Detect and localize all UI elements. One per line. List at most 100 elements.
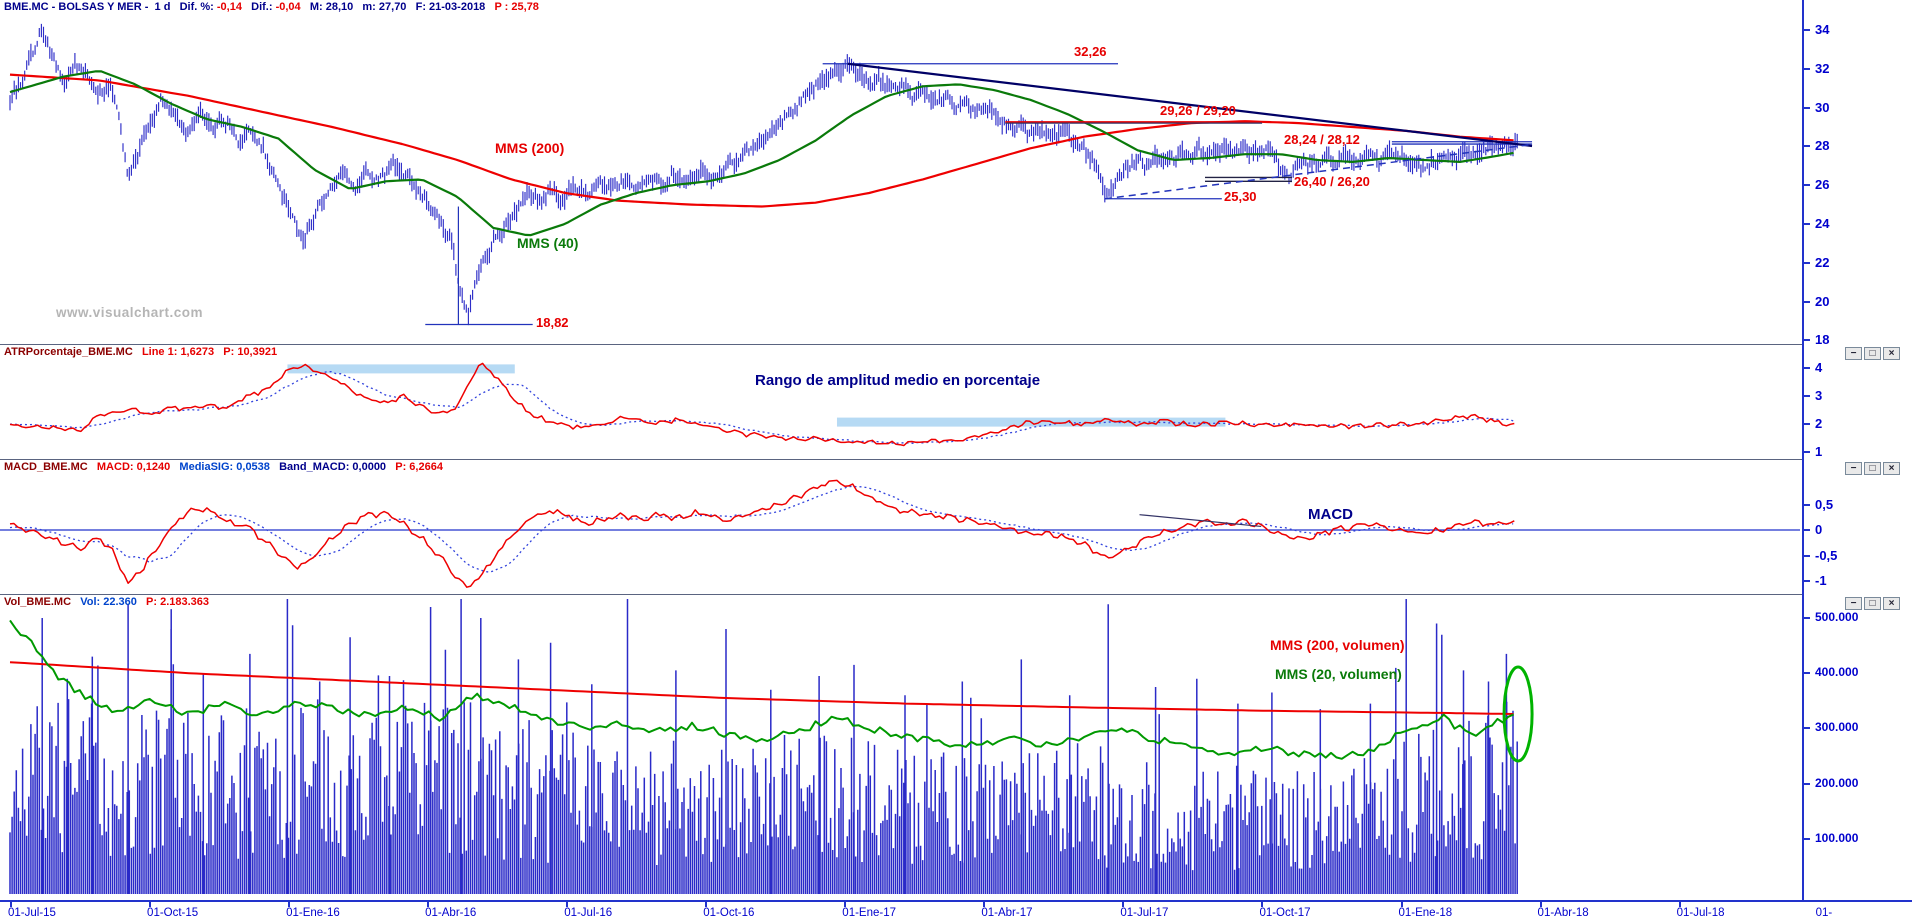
y-axis-tick bbox=[1804, 423, 1810, 425]
mms40-label: MMS (40) bbox=[517, 235, 579, 251]
header-segment: MACD: 0,1240 bbox=[96, 461, 180, 473]
price-header: BME.MC - BOLSAS Y MER - 1 d Dif. %: -0,1… bbox=[4, 1, 539, 13]
y-axis-label: 34 bbox=[1815, 22, 1830, 37]
volume-chart-canvas[interactable] bbox=[0, 595, 1802, 900]
macd-chart-canvas[interactable] bbox=[0, 460, 1802, 594]
y-axis-tick bbox=[1804, 395, 1810, 397]
x-axis-tick bbox=[1122, 902, 1125, 907]
y-axis-tick bbox=[1804, 529, 1810, 531]
y-axis-tick bbox=[1804, 145, 1810, 148]
volume-minimize-button[interactable]: − bbox=[1845, 597, 1862, 610]
annotation-level-32-26: 32,26 bbox=[1074, 44, 1107, 59]
y-axis-label: 500.000 bbox=[1815, 610, 1859, 624]
volume-indicator-panel[interactable]: Vol_BME.MC Vol: 22.360 P: 2.183.363 MMS … bbox=[0, 595, 1802, 900]
y-axis-tick bbox=[1804, 580, 1810, 582]
y-axis-label: 32 bbox=[1815, 60, 1830, 76]
volume-window-controls: − □ × bbox=[1845, 597, 1900, 610]
x-axis-tick bbox=[705, 902, 708, 907]
x-axis-label: 01-Ene-17 bbox=[842, 907, 897, 919]
x-axis-tick bbox=[1678, 902, 1681, 907]
x-axis-tick bbox=[983, 902, 986, 907]
y-axis-label: 28 bbox=[1815, 138, 1830, 154]
header-segment: P: 10,3921 bbox=[223, 346, 278, 358]
header-segment: BME.MC - BOLSAS Y MER - bbox=[4, 1, 155, 13]
y-axis-label: 20 bbox=[1815, 293, 1830, 309]
macd-caption: MACD bbox=[1308, 506, 1353, 523]
y-axis-label: 2 bbox=[1815, 416, 1823, 431]
y-axis-label: -1 bbox=[1815, 573, 1827, 588]
panel-divider bbox=[0, 459, 1912, 460]
header-segment: MediaSIG: 0,0538 bbox=[179, 461, 280, 473]
y-axis-label: 0 bbox=[1815, 522, 1823, 537]
y-axis-tick bbox=[1804, 339, 1810, 342]
header-segment: Band_MACD: 0,0000 bbox=[279, 461, 396, 473]
header-segment: M: 28,10 m: 27,70 F: 21-03-2018 bbox=[300, 1, 495, 13]
x-axis-label: 01-Jul-18 bbox=[1676, 907, 1725, 919]
header-segment: ATRPorcentaje_BME.MC bbox=[4, 346, 142, 358]
x-axis-label: 01-Oct-17 bbox=[1259, 907, 1311, 919]
y-axis-label: 100.000 bbox=[1815, 830, 1859, 845]
volume-header: Vol_BME.MC Vol: 22.360 P: 2.183.363 bbox=[4, 596, 209, 608]
volume-maximize-button[interactable]: □ bbox=[1864, 597, 1881, 610]
price-chart-panel[interactable]: BME.MC - BOLSAS Y MER - 1 d Dif. %: -0,1… bbox=[0, 0, 1802, 344]
panel-divider bbox=[0, 344, 1912, 345]
header-segment: Dif.: bbox=[241, 1, 276, 13]
atr-window-controls: − □ × bbox=[1845, 347, 1900, 360]
header-segment: P : 25,78 bbox=[494, 1, 539, 13]
x-axis-label: 01-Oct-15 bbox=[147, 907, 199, 919]
volume-close-button[interactable]: × bbox=[1883, 597, 1900, 610]
y-axis-label: 22 bbox=[1815, 254, 1830, 270]
y-axis-tick bbox=[1804, 261, 1810, 264]
y-axis-label: 0,5 bbox=[1815, 496, 1834, 512]
header-segment: Vol_BME.MC bbox=[4, 596, 81, 608]
header-segment: Line 1: 1,6273 bbox=[141, 346, 224, 358]
x-axis-tick bbox=[1539, 902, 1542, 907]
x-axis-label: 01-Ene-18 bbox=[1398, 907, 1453, 919]
atr-close-button[interactable]: × bbox=[1883, 347, 1900, 360]
x-axis-tick bbox=[149, 902, 152, 907]
price-scale-axis[interactable]: 34 32 30 28 26 24 22 20 18 4 3 2 1 0,5 0 -0,5 -1 500.000 4… bbox=[1802, 0, 1912, 900]
annotation-level-28-24-28-12: 28,24 / 28,12 bbox=[1284, 132, 1360, 147]
visualchart-watermark: www.visualchart.com bbox=[56, 305, 204, 320]
y-axis-label: 3 bbox=[1815, 388, 1823, 403]
y-axis-tick bbox=[1804, 67, 1810, 70]
x-axis-label: 01-Oct-16 bbox=[703, 907, 755, 919]
x-axis-tick bbox=[427, 902, 430, 907]
x-axis-tick bbox=[288, 902, 291, 907]
y-axis-tick bbox=[1804, 300, 1810, 303]
panel-divider bbox=[0, 594, 1912, 595]
annotation-level-18-82: 18,82 bbox=[536, 315, 569, 330]
time-axis[interactable]: 01-Jul-15 01-Oct-15 01-Ene-16 01-Abr-16 01-J… bbox=[0, 900, 1912, 922]
y-axis-label: 300.000 bbox=[1815, 720, 1859, 735]
x-axis-label: 01-Jul-15 bbox=[8, 907, 56, 919]
y-axis-tick bbox=[1804, 782, 1810, 785]
y-axis-tick bbox=[1804, 106, 1810, 109]
y-axis-tick bbox=[1804, 223, 1810, 225]
price-chart-canvas[interactable] bbox=[0, 0, 1802, 344]
macd-window-controls: − □ × bbox=[1845, 462, 1900, 475]
y-axis-label: -0,5 bbox=[1815, 547, 1838, 563]
header-segment: -0,04 bbox=[275, 1, 301, 13]
x-axis-label: 01- bbox=[1815, 907, 1833, 919]
atr-maximize-button[interactable]: □ bbox=[1864, 347, 1881, 360]
atr-indicator-panel[interactable]: ATRPorcentaje_BME.MC Line 1: 1,6273 P: 1… bbox=[0, 345, 1802, 459]
macd-indicator-panel[interactable]: MACD_BME.MC MACD: 0,1240 MediaSIG: 0,053… bbox=[0, 460, 1802, 594]
macd-maximize-button[interactable]: □ bbox=[1864, 462, 1881, 475]
y-axis-label: 200.000 bbox=[1815, 775, 1859, 790]
x-axis-label: 01-Abr-16 bbox=[425, 907, 477, 919]
y-axis-label: 18 bbox=[1815, 332, 1830, 348]
atr-minimize-button[interactable]: − bbox=[1845, 347, 1862, 360]
header-segment: Vol: 22.360 bbox=[80, 596, 147, 608]
y-axis-tick bbox=[1804, 503, 1810, 506]
y-axis-tick bbox=[1804, 727, 1810, 730]
macd-close-button[interactable]: × bbox=[1883, 462, 1900, 475]
header-segment: P: 2.183.363 bbox=[146, 596, 210, 608]
y-axis-label: 4 bbox=[1815, 360, 1823, 375]
x-axis-label: 01-Jul-17 bbox=[1120, 907, 1169, 919]
macd-minimize-button[interactable]: − bbox=[1845, 462, 1862, 475]
y-axis-label: 26 bbox=[1815, 177, 1830, 193]
volume-mms200-label: MMS (200, volumen) bbox=[1270, 637, 1405, 653]
annotation-level-25-30: 25,30 bbox=[1224, 189, 1257, 204]
atr-chart-canvas[interactable] bbox=[0, 345, 1802, 459]
y-axis-tick bbox=[1804, 837, 1810, 840]
